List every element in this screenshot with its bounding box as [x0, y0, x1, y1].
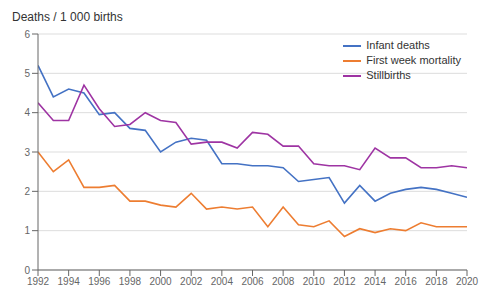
svg-text:2000: 2000: [149, 276, 172, 287]
svg-text:0: 0: [24, 265, 30, 276]
svg-text:2010: 2010: [303, 276, 326, 287]
svg-text:2006: 2006: [241, 276, 264, 287]
svg-text:2018: 2018: [425, 276, 448, 287]
svg-text:2012: 2012: [333, 276, 356, 287]
svg-text:1994: 1994: [58, 276, 81, 287]
svg-text:6: 6: [24, 29, 30, 40]
svg-text:1996: 1996: [88, 276, 111, 287]
svg-text:2008: 2008: [272, 276, 295, 287]
svg-text:2002: 2002: [180, 276, 203, 287]
svg-text:2014: 2014: [364, 276, 387, 287]
svg-text:2004: 2004: [211, 276, 234, 287]
svg-text:1998: 1998: [119, 276, 142, 287]
svg-text:2020: 2020: [456, 276, 479, 287]
svg-text:4: 4: [24, 107, 30, 118]
svg-text:3: 3: [24, 147, 30, 158]
html-text:Deaths / 1 000 births: Deaths / 1 000 births: [12, 10, 123, 24]
svg-text:2016: 2016: [395, 276, 418, 287]
svg-text:2: 2: [24, 186, 30, 197]
html-text:Infant deaths: Infant deaths: [366, 39, 430, 51]
svg-text:1992: 1992: [27, 276, 50, 287]
svg-text:5: 5: [24, 68, 30, 79]
html-text:Stillbirths: Stillbirths: [366, 69, 411, 81]
svg-text:1: 1: [24, 225, 30, 236]
html-text:First week mortality: First week mortality: [366, 54, 461, 66]
